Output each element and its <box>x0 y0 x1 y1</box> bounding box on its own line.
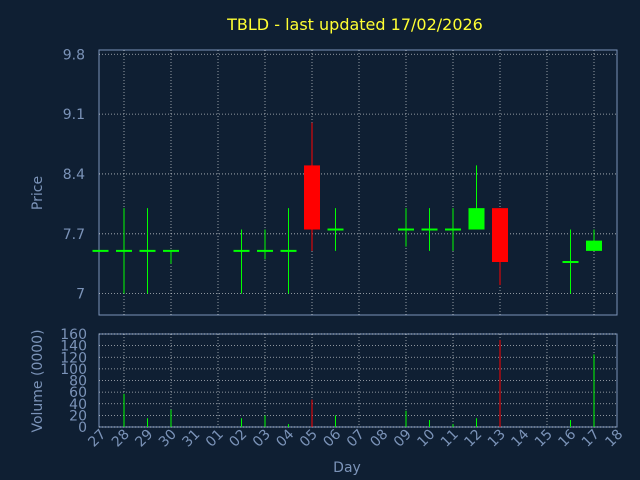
candle-body <box>92 249 109 252</box>
x-tick-label: 01 <box>203 427 227 451</box>
x-tick-label: 17 <box>579 427 603 451</box>
volume-axis-label: Volume (0000) <box>30 329 46 432</box>
candle-body <box>468 208 485 230</box>
volume-tick-label: 120 <box>60 350 87 366</box>
volume-tick-label: 160 <box>60 327 87 343</box>
price-panel: 9.8 9.1 8.4 7.7 7 <box>63 47 618 316</box>
price-tick-label: 9.1 <box>63 107 85 123</box>
price-tick-label: 8.4 <box>63 167 85 183</box>
x-tick-label: 30 <box>156 427 180 451</box>
x-tick-label: 31 <box>179 427 203 451</box>
price-tick-label: 7 <box>76 287 85 303</box>
candle-body <box>445 228 461 231</box>
candle-body <box>586 240 602 251</box>
candle-body <box>492 208 508 262</box>
x-tick-label: 12 <box>461 427 485 451</box>
volume-tick-label: 140 <box>60 339 87 355</box>
chart-title: TBLD - last updated 17/02/2026 <box>226 15 483 34</box>
x-tick-label: 18 <box>602 427 626 451</box>
volume-tick-label: 100 <box>60 362 87 378</box>
x-tick-label: 09 <box>391 427 415 451</box>
volume-tick-label: 0 <box>78 420 87 436</box>
price-tick-label: 9.8 <box>63 47 85 63</box>
x-tick-label: 13 <box>485 427 509 451</box>
candle-body <box>304 165 320 230</box>
x-tick-label: 15 <box>532 427 556 451</box>
candle-body <box>116 249 132 252</box>
x-tick-label: 29 <box>132 427 156 451</box>
x-tick-label: 14 <box>508 426 532 450</box>
candle-body <box>421 228 438 231</box>
candle-body <box>562 261 579 263</box>
price-axis-label: Price <box>30 176 46 210</box>
x-tick-label: 10 <box>414 427 438 451</box>
x-tick-label: 08 <box>367 427 391 451</box>
candle-body <box>163 249 179 252</box>
x-tick-label: 27 <box>85 427 109 451</box>
candle-body <box>327 228 344 231</box>
x-tick-label: 03 <box>250 427 274 451</box>
candle-body <box>139 249 156 252</box>
candle-body <box>280 249 297 252</box>
price-tick-label: 7.7 <box>63 227 85 243</box>
x-tick-label: 07 <box>344 427 368 451</box>
candle-body <box>398 228 414 231</box>
volume-tick-label: 80 <box>69 374 87 390</box>
x-tick-label: 04 <box>273 426 297 450</box>
candle-body <box>257 249 273 252</box>
x-tick-label: 11 <box>438 427 462 451</box>
x-tick-label: 28 <box>109 427 133 451</box>
volume-tick-label: 20 <box>69 408 87 424</box>
candle-body <box>233 249 250 252</box>
x-tick-label: 02 <box>226 427 250 451</box>
x-axis-label: Day <box>333 460 361 476</box>
volume-tick-label: 60 <box>69 385 87 401</box>
x-tick-label: 06 <box>320 426 344 450</box>
x-tick-label: 16 <box>555 426 579 450</box>
price-frame <box>98 49 618 316</box>
x-tick-label: 05 <box>297 427 321 451</box>
volume-tick-label: 40 <box>69 397 87 413</box>
